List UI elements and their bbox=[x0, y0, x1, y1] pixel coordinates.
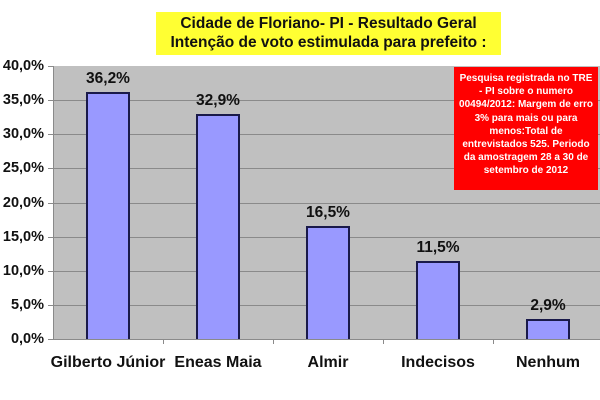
x-tick-mark bbox=[493, 339, 494, 344]
y-tick-label: 0,0% bbox=[10, 331, 44, 347]
gridline bbox=[54, 202, 600, 204]
x-axis-line bbox=[53, 339, 600, 340]
y-tick-label: 25,0% bbox=[2, 160, 44, 177]
y-tick-mark bbox=[48, 270, 54, 272]
x-category-label: Indecisos bbox=[401, 354, 475, 371]
gridline bbox=[54, 100, 600, 102]
bar bbox=[526, 319, 570, 339]
x-category-label: Nenhum bbox=[516, 354, 580, 371]
y-tick-label: 35,0% bbox=[2, 92, 44, 109]
x-tick-mark bbox=[163, 339, 164, 344]
y-tick-mark bbox=[48, 100, 54, 102]
y-tick-mark bbox=[48, 66, 54, 67]
chart-title: Cidade de Floriano- PI - Resultado Geral… bbox=[156, 12, 501, 55]
y-tick-mark bbox=[48, 202, 54, 204]
y-tick-label: 10,0% bbox=[2, 262, 44, 279]
y-tick-mark bbox=[48, 339, 54, 340]
bar bbox=[196, 114, 240, 339]
y-tick-mark bbox=[48, 236, 54, 238]
bar-value-label: 32,9% bbox=[196, 92, 240, 110]
chart-title-line-1: Cidade de Floriano- PI - Resultado Geral bbox=[180, 15, 477, 32]
bar-value-label: 11,5% bbox=[416, 238, 460, 256]
y-tick-label: 30,0% bbox=[2, 126, 44, 143]
y-tick-label: 20,0% bbox=[2, 194, 44, 211]
x-category-label: Gilberto Júnior bbox=[50, 354, 166, 371]
x-category-label: Almir bbox=[307, 354, 349, 371]
y-tick-label: 15,0% bbox=[2, 228, 44, 245]
y-tick-label: 40,0% bbox=[2, 58, 44, 74]
x-tick-mark bbox=[273, 339, 274, 344]
y-tick-mark bbox=[48, 134, 54, 136]
bar bbox=[86, 91, 130, 339]
bar-value-label: 36,2% bbox=[86, 69, 130, 87]
chart-title-line-2: Intenção de voto estimulada para prefeit… bbox=[170, 34, 487, 51]
y-tick-label: 5,0% bbox=[10, 296, 44, 313]
y-tick-mark bbox=[48, 304, 54, 306]
bar-value-label: 16,5% bbox=[306, 204, 350, 222]
bar-value-label: 2,9% bbox=[530, 297, 566, 315]
x-category-label: Eneas Maia bbox=[174, 354, 262, 371]
x-tick-mark bbox=[383, 339, 384, 344]
gridline bbox=[54, 168, 600, 170]
gridline bbox=[54, 134, 600, 136]
y-tick-mark bbox=[48, 168, 54, 170]
bar bbox=[416, 260, 460, 339]
bar bbox=[306, 226, 350, 339]
survey-note-box: Pesquisa registrada no TRE - PI sobre o … bbox=[454, 67, 598, 190]
